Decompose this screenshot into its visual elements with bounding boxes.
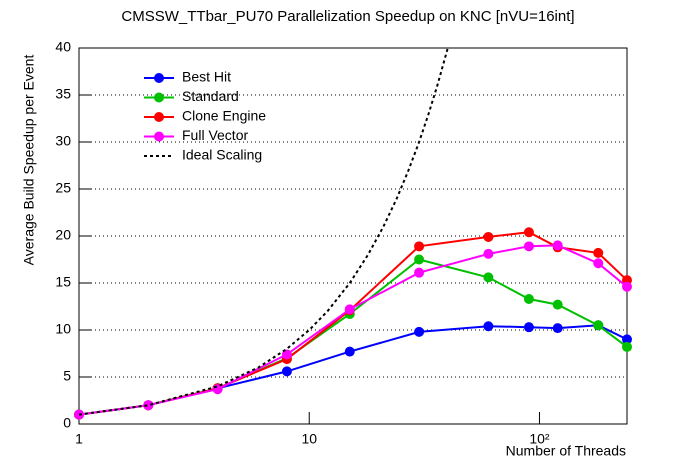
point [281,349,292,360]
y-tick-label: 35 [55,86,71,102]
y-tick-label: 30 [55,133,71,149]
point [622,281,632,292]
legend-label: Clone Engine [182,108,266,124]
point [483,231,494,242]
point [414,254,425,265]
point [552,240,563,251]
point [523,293,534,304]
y-tick-label: 20 [55,227,71,243]
x-tick-label: 10 [301,431,317,447]
point [414,326,425,337]
point [552,323,563,334]
series-line [79,244,627,416]
y-tick-label: 25 [55,180,71,196]
legend-marker [154,73,164,83]
point [414,267,425,278]
point [593,320,604,331]
y-tick-label: 15 [55,274,71,290]
point [483,272,494,283]
point [483,248,494,259]
legend-marker [154,92,164,103]
series-line [79,48,449,416]
y-tick-label: 5 [63,368,71,384]
series-line [79,258,627,416]
y-tick-label: 10 [55,321,71,337]
point [622,341,632,352]
legend-label: Full Vector [182,127,248,143]
point [281,366,292,377]
legend-marker [154,112,164,122]
point [523,322,534,333]
point [622,334,632,345]
point [593,247,604,258]
legend-label: Standard [182,88,239,104]
point [523,241,534,252]
y-tick-label: 40 [55,39,71,55]
x-axis-title: Number of Threads [506,443,626,459]
point [483,321,494,332]
legend-marker [154,131,164,142]
point [552,299,563,310]
chart-title: CMSSW_TTbar_PU70 Parallelization Speedup… [121,8,574,25]
x-tick-label: 1 [75,431,83,447]
point [523,227,534,238]
point [344,346,355,357]
series-line [79,231,627,416]
x-tick-label: 10² [529,431,550,447]
point [593,258,604,269]
legend-label: Best Hit [182,69,231,85]
y-tick-label: 0 [63,415,71,431]
legend-label: Ideal Scaling [182,147,262,163]
plot-frame [78,47,628,425]
point [143,400,154,411]
point [344,304,355,315]
y-axis-title: Average Build Speedup per Event [21,55,37,266]
point [414,241,425,252]
